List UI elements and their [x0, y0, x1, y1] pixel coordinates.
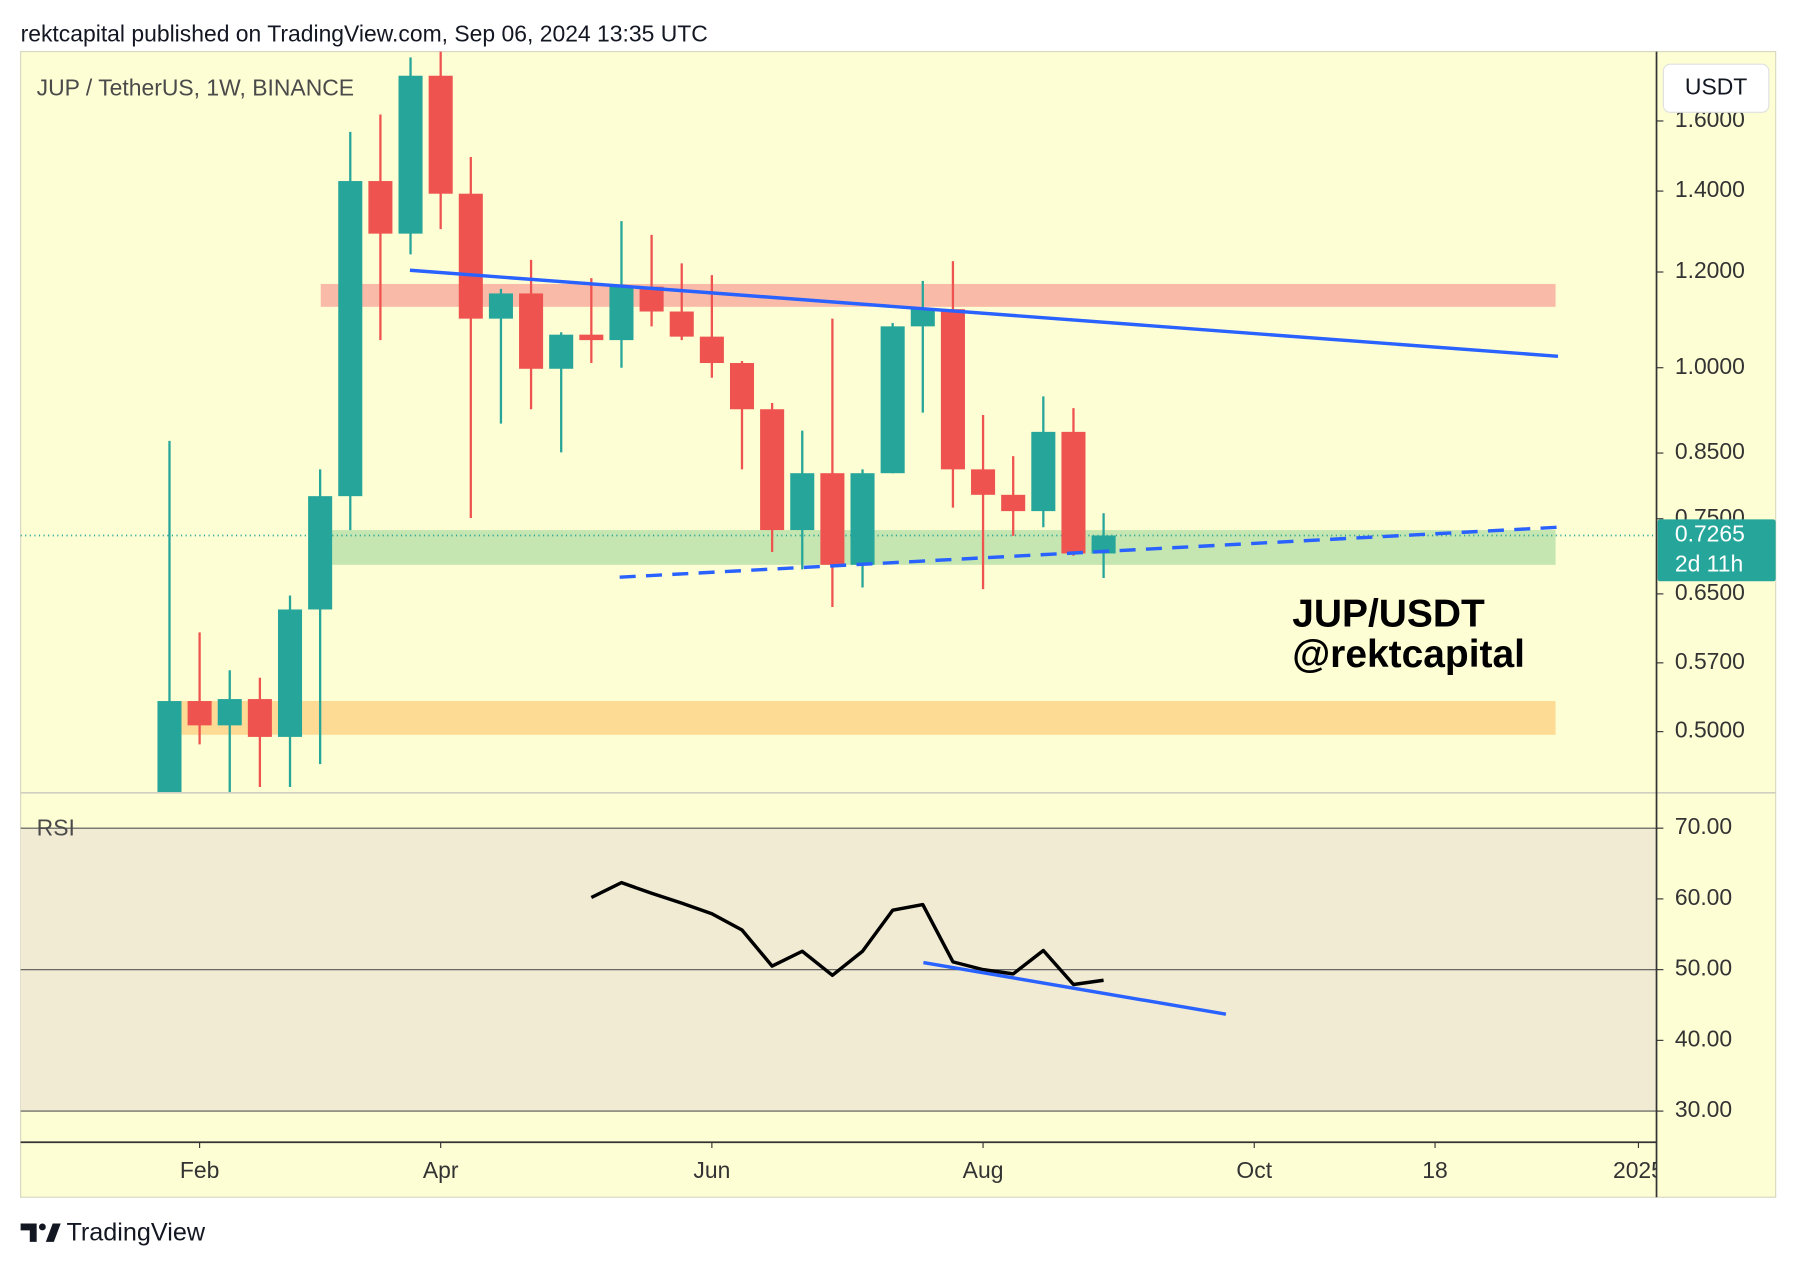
candle-body: [1001, 494, 1026, 512]
candle-body: [880, 326, 905, 474]
time-axis: Feb Apr Jun Aug Oct 18 2025: [180, 1142, 1664, 1183]
currency-button-bg: [1662, 63, 1770, 113]
rsi-tick-label: 40.00: [1675, 1025, 1732, 1051]
candle-body: [157, 701, 182, 793]
candle-body: [1091, 535, 1116, 554]
candle-body: [398, 75, 423, 234]
y-tick-label: 0.8500: [1675, 438, 1745, 464]
x-tick-label: 18: [1422, 1157, 1447, 1183]
price-pane: [20, 51, 1657, 793]
rsi-tick-label: 60.00: [1675, 884, 1732, 910]
y-tick-label: 0.5700: [1675, 648, 1745, 674]
x-tick-label: Jun: [693, 1157, 730, 1183]
candle-body: [639, 286, 664, 312]
y-tick-label: 0.6500: [1675, 579, 1745, 605]
candle-body: [1031, 431, 1056, 512]
candle-body: [277, 609, 303, 737]
annotation: JUP/USDT: [1292, 593, 1485, 636]
brand-name: TradingView: [66, 1219, 205, 1247]
chart-layer: JUP / TetherUS, 1W, BINANCE JUP/USDT@rekt…: [20, 51, 1776, 1198]
logo-mark: [20, 1223, 37, 1242]
candle-body: [669, 311, 694, 337]
x-tick-label: Feb: [180, 1157, 219, 1183]
last-price-tag: [1657, 519, 1776, 582]
tradingview-logo: TradingView: [20, 1219, 206, 1247]
candle-body: [368, 181, 393, 234]
candle-body: [308, 496, 333, 610]
last-price-label: 0.7265: [1675, 521, 1745, 547]
annotation: @rektcapital: [1292, 633, 1525, 676]
candle-body: [519, 293, 544, 369]
candle-body: [187, 701, 212, 726]
candle-body: [790, 473, 815, 531]
x-tick-label: Aug: [963, 1157, 1004, 1183]
y-tick-label: 1.0000: [1675, 353, 1745, 379]
candle-body: [579, 334, 604, 341]
header-text: rektcapital published on TradingView.com…: [21, 21, 708, 47]
y-tick-label: 0.5000: [1675, 717, 1745, 743]
candle-body: [247, 699, 272, 737]
zone: [177, 701, 1556, 735]
candle-body: [820, 473, 845, 565]
candle-body: [338, 181, 363, 497]
rsi-tick-label: 30.00: [1675, 1096, 1732, 1122]
currency-button[interactable]: USDT: [1685, 73, 1747, 99]
logo-dot: [38, 1223, 46, 1231]
y-tick-label: 1.4000: [1675, 176, 1745, 202]
candle-body: [217, 699, 242, 726]
rsi-tick-label: 50.00: [1675, 955, 1732, 981]
symbol-title: JUP / TetherUS, 1W, BINANCE: [37, 74, 354, 100]
y-tick-label: 1.2000: [1675, 257, 1745, 283]
x-tick-label: Apr: [423, 1157, 459, 1183]
candle-body: [1061, 431, 1086, 554]
candle-body: [850, 473, 875, 565]
candle-body: [940, 309, 965, 470]
candle-body: [549, 334, 574, 369]
candle-body: [488, 293, 513, 319]
candle-body: [971, 469, 996, 495]
trendline: [409, 268, 1559, 359]
rsi-line: [590, 880, 1104, 987]
candle-body: [910, 309, 935, 327]
x-tick-label: 2025: [1613, 1157, 1664, 1183]
x-tick-label: Oct: [1236, 1157, 1272, 1183]
candle-body: [609, 286, 634, 341]
candle-body: [729, 363, 755, 410]
candle-body: [458, 193, 483, 319]
rsi-title: RSI: [37, 815, 75, 841]
rsi-tick-label: 70.00: [1675, 813, 1732, 839]
rsi-pane: [20, 827, 1657, 1112]
candle-body: [699, 336, 724, 364]
candle-body: [428, 75, 453, 194]
bar-countdown: 2d 11h: [1675, 550, 1743, 576]
logo-mark: [45, 1223, 61, 1242]
candle-body: [760, 409, 785, 531]
rsi-trendline: [923, 960, 1227, 1016]
